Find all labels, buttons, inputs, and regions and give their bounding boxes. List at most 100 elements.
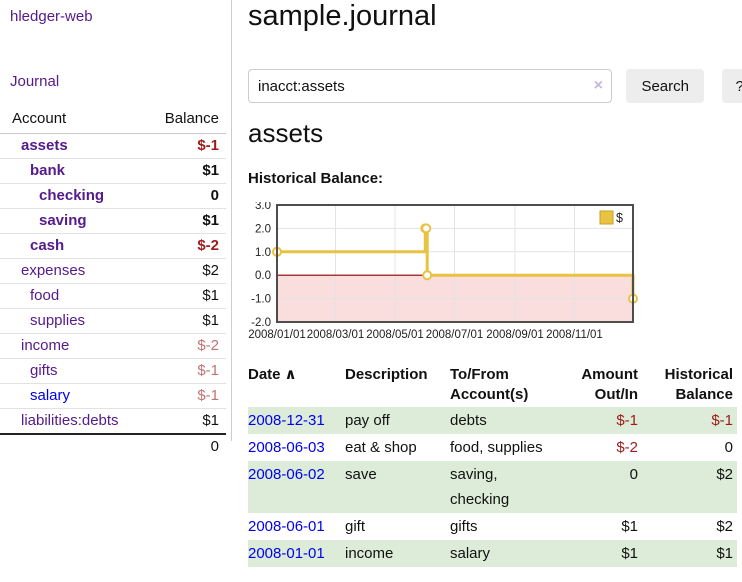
register-header-row: Date ∧ Description To/From Account(s) Amo… xyxy=(248,363,737,407)
account-link-gifts[interactable]: gifts xyxy=(30,362,58,379)
register-header-balance: Historical Balance xyxy=(664,366,733,403)
x-tick-label: 2008/11/01 xyxy=(546,329,603,341)
transaction-amount: $1 xyxy=(621,545,638,562)
search-button[interactable]: Search xyxy=(626,69,704,103)
chart-title: Historical Balance: xyxy=(248,170,384,187)
transaction-accounts: gifts xyxy=(450,518,478,535)
x-tick-label: 2008/01/01 xyxy=(248,329,306,341)
account-page-title: assets xyxy=(248,118,324,148)
account-balance: $-2 xyxy=(113,233,226,259)
account-balance: $1 xyxy=(113,308,226,334)
transaction-date-link[interactable]: 2008-01-01 xyxy=(248,545,325,562)
app-title-link[interactable]: hledger-web xyxy=(10,8,93,25)
accounts-table: Account Balance assets $-1 bank $1 checking 0… xyxy=(0,106,226,459)
transaction-date-link[interactable]: 2008-06-01 xyxy=(248,518,325,535)
y-tick-label: 2.0 xyxy=(255,223,271,235)
sidebar-item-journal[interactable]: Journal xyxy=(10,73,60,90)
account-row: saving $1 xyxy=(0,208,226,234)
account-link-food[interactable]: food xyxy=(30,287,60,304)
legend-label: $ xyxy=(616,211,623,225)
transaction-date-link[interactable]: 2008-06-02 xyxy=(248,466,325,483)
accounts-header-account: Account xyxy=(0,106,113,134)
register-row: 2008-06-01 gift gifts $1 $2 xyxy=(248,513,737,540)
transaction-accounts: food, supplies xyxy=(450,439,543,456)
account-balance: 0 xyxy=(113,183,226,209)
account-balance: $1 xyxy=(113,408,226,435)
y-tick-label: -2.0 xyxy=(251,317,271,329)
y-tick-label: 3.0 xyxy=(255,202,271,212)
account-row: income $-2 xyxy=(0,333,226,359)
accounts-total-spacer xyxy=(0,433,113,459)
sort-ascending-icon: ∧ xyxy=(284,366,297,383)
register-header-date[interactable]: Date ∧ xyxy=(248,366,297,383)
y-tick-label: 0.0 xyxy=(255,270,271,282)
account-balance: $-1 xyxy=(113,133,226,159)
transaction-balance: 0 xyxy=(724,439,733,456)
search-row: × Search ? xyxy=(248,69,742,103)
data-point-marker xyxy=(422,270,433,281)
x-tick-label: 2008/07/01 xyxy=(426,329,484,341)
account-link-supplies[interactable]: supplies xyxy=(30,312,86,329)
y-tick-label: 1.0 xyxy=(255,247,271,259)
account-row: liabilities:debts $1 xyxy=(0,408,226,435)
account-row: food $1 xyxy=(0,283,226,309)
transaction-amount: $1 xyxy=(621,518,638,535)
accounts-total-balance: 0 xyxy=(113,433,226,459)
account-balance: $1 xyxy=(113,283,226,309)
account-link-assets[interactable]: assets xyxy=(21,137,68,154)
account-row: expenses $2 xyxy=(0,258,226,284)
register-header-amount: Amount Out/In xyxy=(581,366,638,403)
account-row: salary $-1 xyxy=(0,383,226,409)
account-link-expenses[interactable]: expenses xyxy=(21,262,86,279)
x-tick-label: 2008/03/01 xyxy=(307,329,365,341)
clear-search-icon[interactable]: × xyxy=(593,77,603,94)
transaction-balance: $1 xyxy=(716,545,733,562)
transaction-description: save xyxy=(345,466,377,483)
account-balance: $1 xyxy=(113,208,226,234)
x-tick-label: 2008/09/01 xyxy=(486,329,544,341)
transaction-description: eat & shop xyxy=(345,439,417,456)
transaction-balance: $2 xyxy=(716,518,733,535)
transaction-description: gift xyxy=(345,518,366,535)
transaction-balance: $-1 xyxy=(711,412,733,429)
account-row: supplies $1 xyxy=(0,308,226,334)
plot-border xyxy=(276,204,634,323)
y-tick-label: -1.0 xyxy=(251,294,271,306)
register-row: 2008-12-31 pay off debts $-1 $-1 xyxy=(248,407,737,434)
account-link-saving[interactable]: saving xyxy=(39,212,87,229)
transaction-date-link[interactable]: 2008-12-31 xyxy=(248,412,325,429)
search-input[interactable] xyxy=(248,69,612,103)
account-balance: $-1 xyxy=(113,383,226,409)
account-balance: $1 xyxy=(113,158,226,184)
accounts-header-row: Account Balance xyxy=(0,106,226,134)
account-link-income[interactable]: income xyxy=(21,337,70,354)
register-header-description: Description xyxy=(345,366,428,383)
account-balance: $-2 xyxy=(113,333,226,359)
register-table: Date ∧ Description To/From Account(s) Amo… xyxy=(248,363,737,567)
transaction-balance: $2 xyxy=(716,466,733,483)
transaction-accounts: salary xyxy=(450,545,491,562)
register-row: 2008-06-03 eat & shop food, supplies $-2 0 xyxy=(248,434,737,461)
transaction-description: income xyxy=(345,545,394,562)
transaction-accounts: saving, checking xyxy=(450,466,510,508)
transaction-date-link[interactable]: 2008-06-03 xyxy=(248,439,325,456)
account-link-checking[interactable]: checking xyxy=(39,187,105,204)
register-header-accounts: To/From Account(s) xyxy=(450,366,529,403)
register-row: 2008-06-02 save saving, checking 0 $2 xyxy=(248,461,737,513)
account-link-bank[interactable]: bank xyxy=(30,162,66,179)
account-link-liabilities-debts[interactable]: liabilities:debts xyxy=(21,412,119,429)
transaction-amount: $-2 xyxy=(616,439,638,456)
accounts-header-balance: Balance xyxy=(113,106,226,134)
account-link-salary[interactable]: salary xyxy=(30,387,71,404)
x-tick-label: 2008/05/01 xyxy=(366,329,424,341)
help-button[interactable]: ? xyxy=(722,69,742,103)
account-row: cash $-2 xyxy=(0,233,226,259)
account-link-cash[interactable]: cash xyxy=(30,237,65,254)
account-row: gifts $-1 xyxy=(0,358,226,384)
register-row: 2008-01-01 income salary $1 $1 xyxy=(248,540,737,567)
account-balance: $-1 xyxy=(113,358,226,384)
account-row: checking 0 xyxy=(0,183,226,209)
main-content: sample.journal × Search ? assets Histori… xyxy=(248,0,742,582)
